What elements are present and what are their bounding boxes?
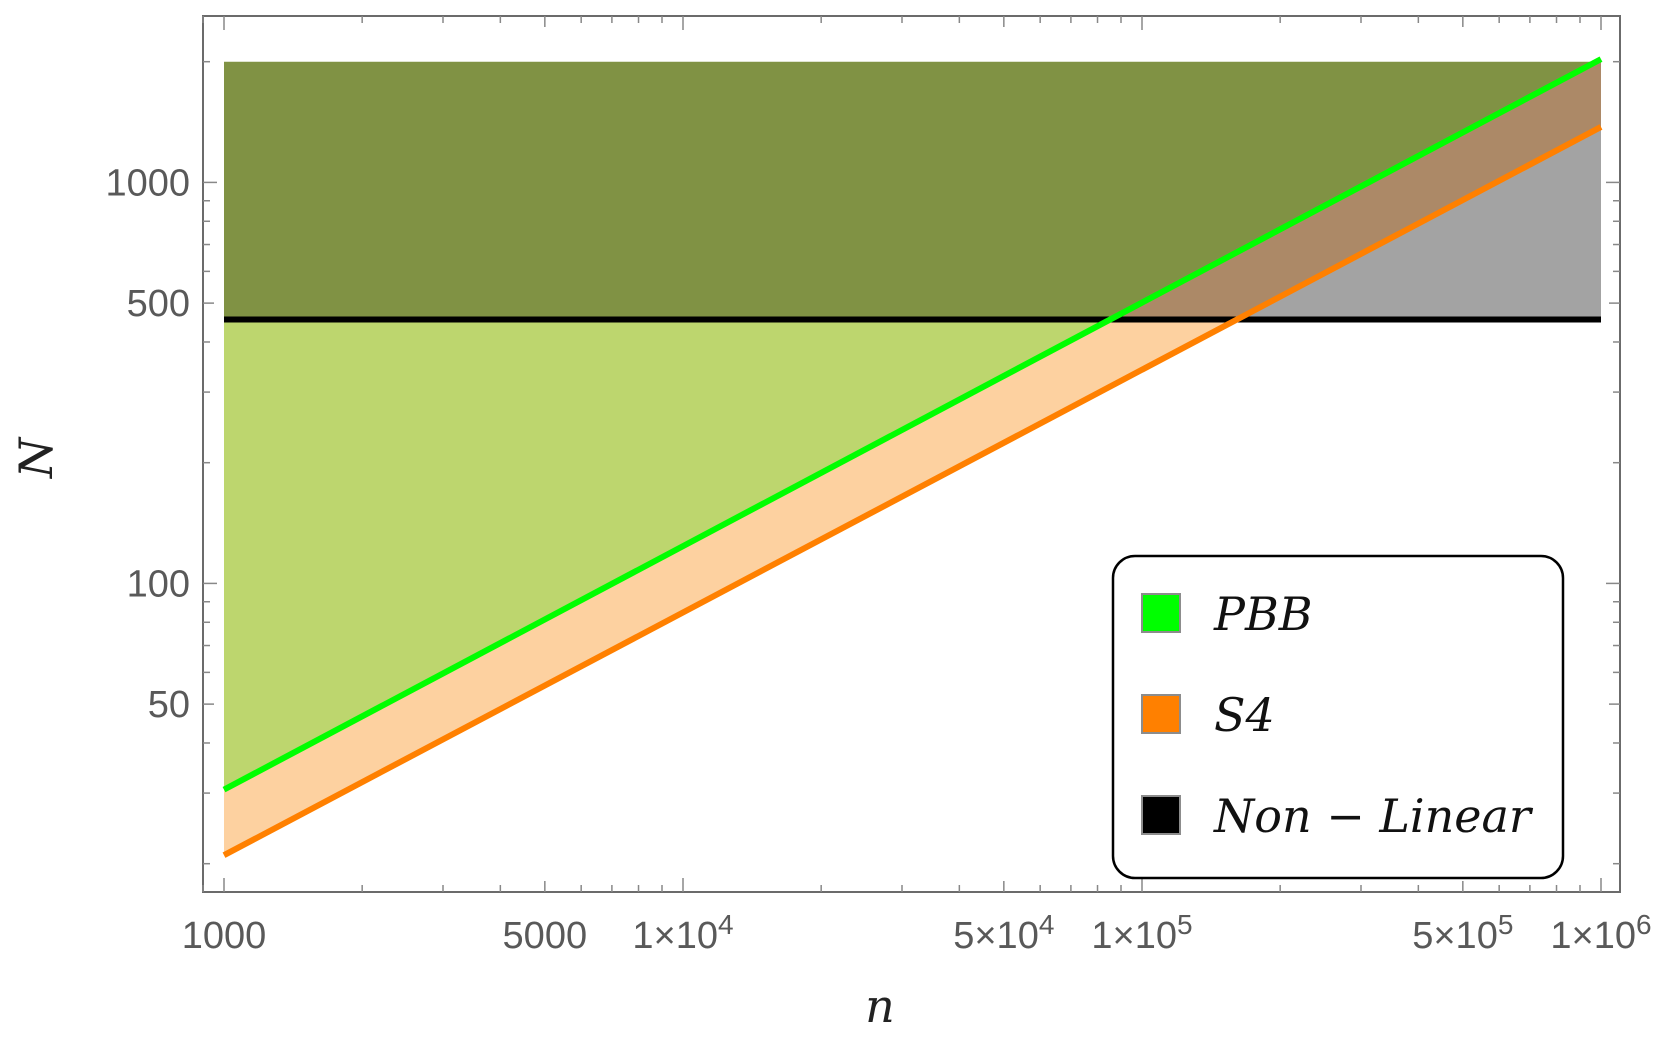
y-axis-title: N — [9, 436, 63, 479]
plot-area — [202, 15, 1621, 893]
x-tick-label: 1×104 — [632, 909, 733, 957]
legend-box — [1111, 554, 1565, 880]
legend-label: S4 — [1214, 688, 1275, 742]
y-tick-label: 1000 — [105, 162, 190, 204]
y-tick-label: 500 — [127, 283, 190, 325]
x-tick-label: 1000 — [182, 915, 267, 957]
x-tick-label: 5×104 — [953, 909, 1054, 957]
legend-swatch — [1141, 593, 1181, 633]
series-line-pbb — [222, 56, 1603, 793]
legend-swatch — [1141, 694, 1181, 734]
legend-label: Non − Linear — [1213, 789, 1534, 843]
y-tick-label: 100 — [127, 563, 190, 605]
x-tick-label: 5000 — [503, 915, 588, 957]
x-tick-label: 1×105 — [1091, 909, 1192, 957]
legend-label: PBB — [1213, 587, 1313, 641]
x-tick-label: 1×106 — [1550, 909, 1651, 957]
x-tick-label: 5×105 — [1412, 909, 1513, 957]
axis-ticks: 1000 5000 1×104 5×104 1×105 5×105 1×106 50 100 50… — [105, 16, 1652, 957]
series-line-s4 — [222, 124, 1603, 858]
x-axis-title: n — [865, 979, 895, 1033]
y-tick-label: 50 — [148, 684, 190, 726]
legend-swatch — [1141, 795, 1181, 835]
plot-frame — [202, 15, 1621, 893]
legend: PBB S4 Non − Linear — [1111, 554, 1565, 880]
